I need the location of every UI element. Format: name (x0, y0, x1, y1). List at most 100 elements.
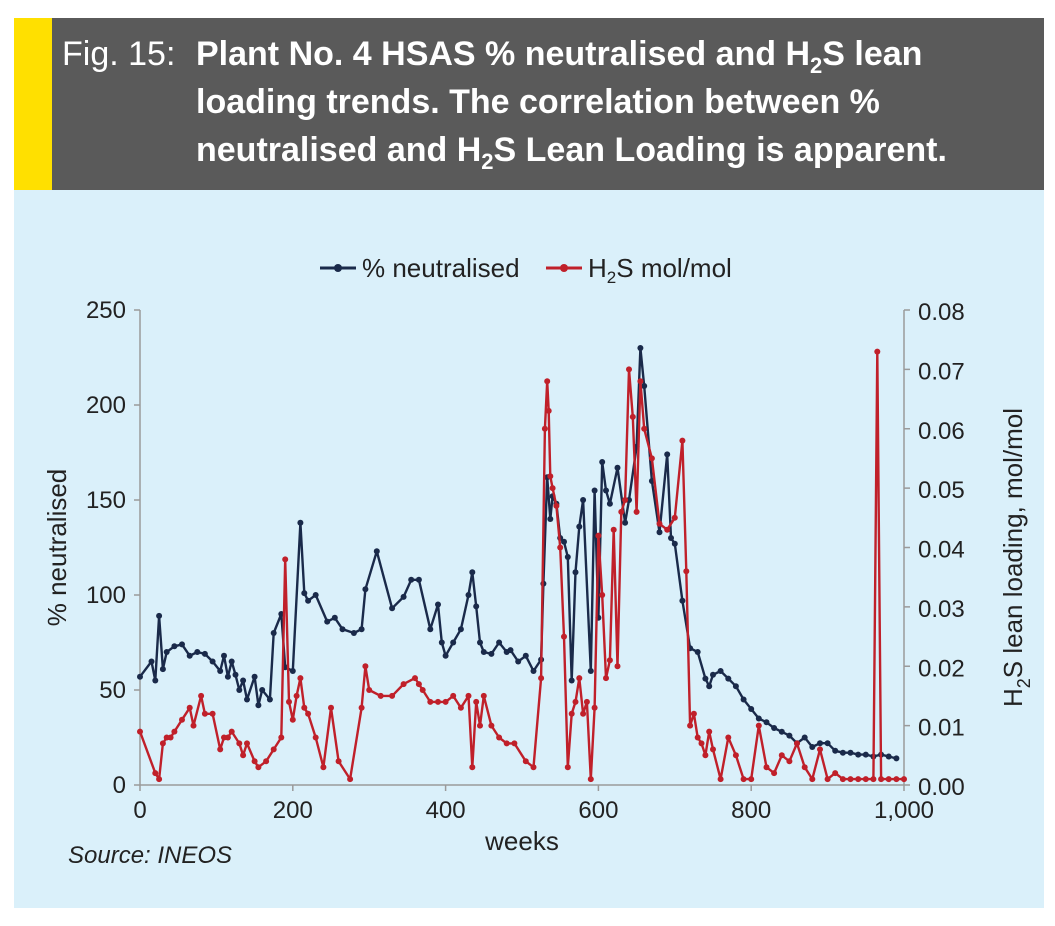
data-point-h2s (156, 776, 163, 783)
x-tick-label: 800 (731, 797, 771, 824)
data-point-h2s (763, 764, 770, 771)
data-point-neutralised (725, 675, 732, 682)
data-point-h2s (159, 740, 166, 747)
data-point-neutralised (740, 696, 747, 703)
data-point-h2s (301, 704, 308, 711)
y-left-tick-label: 150 (86, 487, 126, 514)
data-point-h2s (312, 734, 319, 741)
source-note: Source: INEOS (68, 842, 233, 869)
data-point-h2s (717, 776, 724, 783)
data-point-h2s (366, 687, 373, 693)
data-point-h2s (427, 698, 434, 705)
data-point-neutralised (522, 652, 529, 659)
x-tick-label: 200 (273, 797, 313, 824)
series-line-h2s (138, 350, 904, 781)
data-point-neutralised (465, 592, 472, 598)
data-point-h2s (450, 692, 457, 699)
data-point-neutralised (564, 554, 571, 560)
figure-title-sub1: 2 (810, 53, 823, 78)
data-point-h2s (694, 734, 701, 741)
data-point-neutralised (236, 687, 243, 693)
data-point-h2s (740, 776, 747, 783)
data-point-neutralised (694, 649, 701, 655)
data-point-h2s (415, 681, 422, 688)
x-tick-label: 600 (578, 797, 618, 824)
data-point-neutralised (656, 529, 663, 536)
data-point-h2s (576, 675, 583, 682)
data-point-neutralised (748, 706, 755, 712)
data-point-h2s (595, 532, 602, 539)
data-point-neutralised (717, 668, 724, 674)
y-left-tick-label: 100 (86, 582, 126, 609)
data-point-neutralised (217, 668, 224, 674)
y-left-tick-label: 200 (86, 392, 126, 419)
axes-layer: 0 200 400 600 800 1,000 0 50 100 150 200 250 0.00 0.0… (42, 297, 1034, 856)
data-point-neutralised (163, 649, 170, 655)
data-point-h2s (305, 710, 312, 717)
data-point-h2s (656, 520, 663, 527)
data-point-h2s (786, 758, 793, 765)
data-point-h2s (591, 704, 598, 711)
figure-number: Fig. 15: (62, 35, 176, 73)
data-point-neutralised (603, 487, 609, 494)
data-point-neutralised (885, 753, 892, 760)
x-tick-label: 0 (133, 797, 146, 824)
data-point-neutralised (568, 677, 575, 684)
data-point-h2s (545, 407, 552, 414)
legend-marker-neutralised (334, 264, 342, 272)
data-point-h2s (377, 692, 384, 699)
data-point-h2s (622, 497, 629, 503)
data-point-h2s (530, 764, 537, 771)
data-point-neutralised (515, 658, 522, 665)
y-left-tick-label: 0 (113, 772, 126, 799)
data-point-neutralised (232, 671, 239, 678)
data-point-h2s (648, 455, 655, 462)
data-point-neutralised (671, 540, 678, 547)
caption-bar (14, 18, 1044, 190)
data-point-neutralised (156, 612, 163, 619)
data-point-neutralised (809, 744, 816, 750)
data-point-h2s (710, 746, 716, 753)
x-tick-label: 1,000 (874, 797, 934, 824)
data-point-h2s (255, 764, 262, 771)
data-point-h2s (477, 722, 483, 729)
data-point-neutralised (179, 641, 185, 648)
data-point-h2s (503, 740, 510, 747)
data-point-h2s (419, 687, 426, 693)
data-point-h2s (469, 764, 476, 771)
data-point-neutralised (507, 647, 514, 654)
caption-accent-stripe (14, 18, 52, 190)
data-point-neutralised (732, 683, 739, 690)
data-point-neutralised (331, 614, 338, 621)
data-point-neutralised (201, 650, 208, 657)
data-point-h2s (480, 692, 487, 699)
data-point-h2s (874, 348, 881, 355)
data-point-neutralised (148, 658, 155, 665)
data-point-neutralised (778, 728, 785, 735)
figure-title-part1: Plant No. 4 HSAS % neutralised and H (196, 35, 811, 73)
data-point-neutralised (664, 451, 671, 458)
data-point-h2s (755, 722, 762, 729)
y-right-tick-label: 0.04 (918, 537, 965, 564)
legend-marker-h2s (560, 264, 568, 272)
data-point-h2s (725, 734, 732, 741)
data-point-h2s (637, 378, 644, 385)
data-point-h2s (209, 710, 216, 717)
data-point-h2s (664, 526, 671, 533)
data-point-neutralised (702, 675, 709, 682)
data-point-neutralised (547, 516, 554, 522)
data-point-h2s (541, 425, 548, 432)
figure-title-part3: S Lean Loading is apparent. (493, 131, 947, 169)
data-point-h2s (286, 698, 292, 705)
data-point-h2s (152, 770, 159, 777)
data-point-neutralised (862, 751, 869, 758)
data-point-h2s (217, 746, 224, 753)
chart-panel (14, 190, 1044, 908)
data-point-h2s (641, 425, 648, 432)
data-point-h2s (794, 740, 800, 747)
data-point-neutralised (496, 639, 503, 646)
data-point-neutralised (438, 639, 445, 646)
data-point-h2s (297, 675, 304, 682)
data-point-h2s (626, 366, 632, 373)
data-point-neutralised (228, 658, 235, 665)
